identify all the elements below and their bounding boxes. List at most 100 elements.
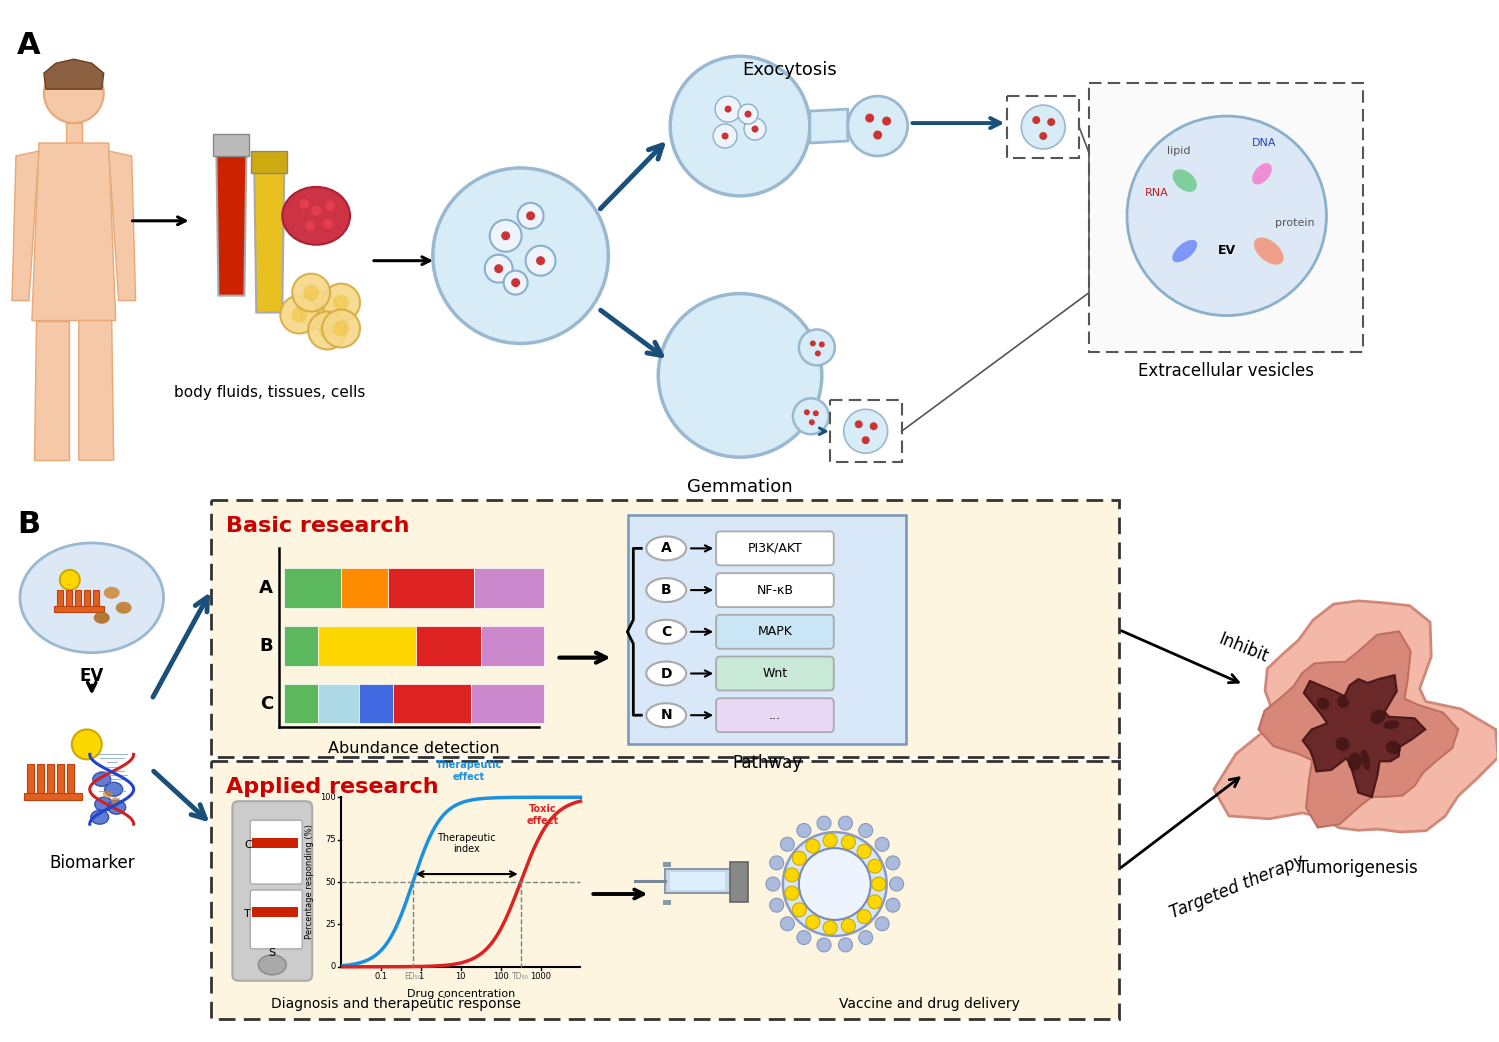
Text: ED₅₀: ED₅₀ xyxy=(405,972,421,981)
Circle shape xyxy=(43,64,103,123)
Bar xyxy=(93,590,99,607)
Circle shape xyxy=(848,96,907,156)
Bar xyxy=(388,568,474,607)
Text: Percentage responding (%): Percentage responding (%) xyxy=(304,824,313,940)
Text: protein: protein xyxy=(1274,218,1315,228)
Bar xyxy=(75,590,81,607)
Bar xyxy=(37,765,43,794)
Bar xyxy=(474,568,544,607)
Ellipse shape xyxy=(93,772,111,787)
Bar xyxy=(285,625,318,666)
Circle shape xyxy=(872,877,886,891)
Ellipse shape xyxy=(1348,752,1361,771)
Text: 1: 1 xyxy=(418,972,424,981)
Circle shape xyxy=(769,898,784,912)
Circle shape xyxy=(292,274,330,312)
Circle shape xyxy=(670,56,809,196)
Polygon shape xyxy=(1214,601,1498,832)
Bar xyxy=(666,869,735,893)
Circle shape xyxy=(517,203,544,229)
Bar xyxy=(24,793,82,800)
Circle shape xyxy=(844,410,887,453)
Circle shape xyxy=(857,844,871,859)
Bar xyxy=(252,151,288,173)
Circle shape xyxy=(504,271,528,295)
Circle shape xyxy=(868,895,881,909)
Text: B: B xyxy=(259,637,273,654)
Bar xyxy=(360,684,393,723)
Text: 0.1: 0.1 xyxy=(375,972,388,981)
Ellipse shape xyxy=(1337,696,1349,708)
Bar xyxy=(663,900,672,904)
FancyBboxPatch shape xyxy=(250,890,303,949)
Bar xyxy=(285,684,318,723)
Bar xyxy=(54,605,103,612)
Polygon shape xyxy=(79,321,114,461)
Circle shape xyxy=(526,246,556,276)
Circle shape xyxy=(815,350,821,356)
Text: lipid: lipid xyxy=(1168,146,1190,156)
Bar xyxy=(213,134,249,156)
Text: EV: EV xyxy=(1217,244,1235,257)
Circle shape xyxy=(782,833,886,936)
Text: Biomarker: Biomarker xyxy=(49,854,135,872)
Circle shape xyxy=(501,231,510,241)
Text: PI3K/AKT: PI3K/AKT xyxy=(748,542,802,555)
Circle shape xyxy=(280,296,318,333)
Text: T: T xyxy=(244,909,252,919)
Bar xyxy=(670,872,726,890)
Ellipse shape xyxy=(115,602,132,614)
Circle shape xyxy=(862,437,869,444)
Circle shape xyxy=(309,312,346,349)
Ellipse shape xyxy=(1387,741,1400,754)
Circle shape xyxy=(886,898,899,912)
Text: Extracellular vesicles: Extracellular vesicles xyxy=(1138,363,1315,380)
Ellipse shape xyxy=(1172,240,1198,263)
Text: Targeted therapy: Targeted therapy xyxy=(1166,851,1307,922)
Circle shape xyxy=(322,283,360,322)
Circle shape xyxy=(797,823,811,838)
Circle shape xyxy=(300,292,339,329)
Circle shape xyxy=(333,321,349,337)
Circle shape xyxy=(889,877,904,891)
Circle shape xyxy=(1039,132,1048,140)
Circle shape xyxy=(322,309,360,347)
Ellipse shape xyxy=(646,537,687,561)
Circle shape xyxy=(869,422,877,430)
Text: N: N xyxy=(661,709,672,722)
Ellipse shape xyxy=(646,620,687,644)
Circle shape xyxy=(433,168,609,344)
Text: body fluids, tissues, cells: body fluids, tissues, cells xyxy=(174,386,364,400)
FancyBboxPatch shape xyxy=(717,615,833,649)
Circle shape xyxy=(793,398,829,435)
Circle shape xyxy=(817,816,830,830)
Circle shape xyxy=(875,838,889,851)
Ellipse shape xyxy=(1370,710,1385,724)
Bar xyxy=(663,862,672,867)
Text: D: D xyxy=(661,667,672,680)
Circle shape xyxy=(324,219,333,229)
Text: C: C xyxy=(244,840,252,850)
Circle shape xyxy=(1048,118,1055,126)
Circle shape xyxy=(806,915,820,929)
Circle shape xyxy=(793,902,806,917)
Text: A: A xyxy=(16,31,40,60)
Ellipse shape xyxy=(1252,164,1271,184)
Bar xyxy=(730,862,748,902)
Bar xyxy=(67,765,73,794)
Ellipse shape xyxy=(1172,169,1196,192)
Circle shape xyxy=(526,212,535,220)
FancyBboxPatch shape xyxy=(717,531,833,566)
Ellipse shape xyxy=(108,800,126,814)
Circle shape xyxy=(797,931,811,944)
Bar xyxy=(252,907,298,917)
Circle shape xyxy=(823,834,836,847)
Bar xyxy=(66,123,82,143)
Circle shape xyxy=(857,910,871,923)
Text: 100: 100 xyxy=(321,793,336,801)
Circle shape xyxy=(806,839,820,853)
FancyBboxPatch shape xyxy=(717,656,833,691)
Polygon shape xyxy=(809,109,848,143)
Circle shape xyxy=(875,917,889,931)
Circle shape xyxy=(303,284,319,300)
